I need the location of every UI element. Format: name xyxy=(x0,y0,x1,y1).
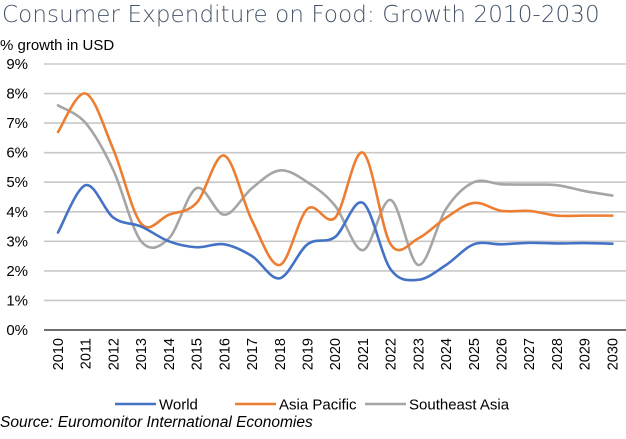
legend-label: Southeast Asia xyxy=(409,397,510,414)
x-tick-label: 2030 xyxy=(605,338,621,370)
x-tick-label: 2023 xyxy=(411,338,427,370)
source-note: Source: Euromonitor International Econom… xyxy=(0,414,313,431)
y-tick-label: 2% xyxy=(6,263,28,280)
x-axis-ticks: 2010 2011 2012 2013 2014 2015 2016 2017 2018 2019… xyxy=(51,338,621,370)
x-tick-label: 2021 xyxy=(356,338,372,370)
y-tick-label: 0% xyxy=(6,322,28,339)
x-tick-label: 2024 xyxy=(439,338,455,370)
legend-label: World xyxy=(159,397,198,414)
x-tick-label: 2011 xyxy=(79,338,95,369)
x-tick-label: 2010 xyxy=(51,338,67,370)
legend-item-southeast-asia: Southeast Asia xyxy=(365,397,510,414)
x-tick-label: 2029 xyxy=(578,338,594,370)
y-tick-label: 1% xyxy=(6,292,28,309)
x-tick-label: 2014 xyxy=(162,338,178,370)
y-tick-label: 3% xyxy=(6,233,28,250)
series-line-southeast-asia xyxy=(56,104,614,267)
x-tick-label: 2015 xyxy=(190,338,206,370)
legend: World Asia Pacific Southeast Asia xyxy=(115,397,510,414)
legend-label: Asia Pacific xyxy=(279,397,357,414)
x-tick-label: 2012 xyxy=(106,338,122,370)
y-tick-label: 8% xyxy=(6,86,28,103)
y-tick-label: 7% xyxy=(6,115,28,132)
x-tick-label: 2016 xyxy=(217,338,233,370)
y-tick-label: 4% xyxy=(6,204,28,221)
x-tick-label: 2027 xyxy=(522,338,538,370)
series-line-asia-pacific xyxy=(56,92,614,267)
x-tick-label: 2018 xyxy=(273,338,289,370)
x-tick-label: 2017 xyxy=(245,338,261,370)
x-tick-label: 2028 xyxy=(550,338,566,370)
chart-title: Consumer Expenditure on Food: Growth 201… xyxy=(2,2,600,28)
x-tick-label: 2025 xyxy=(467,338,483,370)
legend-item-world: World xyxy=(115,397,198,414)
y-tick-label: 9% xyxy=(6,56,28,73)
y-tick-label: 5% xyxy=(6,174,28,191)
y-tick-label: 6% xyxy=(6,145,28,162)
y-axis-label: % growth in USD xyxy=(0,37,115,54)
x-tick-label: 2019 xyxy=(300,338,316,370)
x-tick-label: 2026 xyxy=(495,338,511,370)
x-tick-label: 2022 xyxy=(384,338,400,370)
x-tick-label: 2020 xyxy=(328,338,344,370)
series-lines xyxy=(56,92,614,282)
y-axis-ticks: 0% 1% 2% 3% 4% 5% 6% 7% 8% 9% xyxy=(6,56,28,339)
x-tick-label: 2013 xyxy=(134,338,150,370)
series-line-world xyxy=(56,183,614,282)
gridlines xyxy=(44,63,626,331)
legend-item-asia-pacific: Asia Pacific xyxy=(235,397,357,414)
